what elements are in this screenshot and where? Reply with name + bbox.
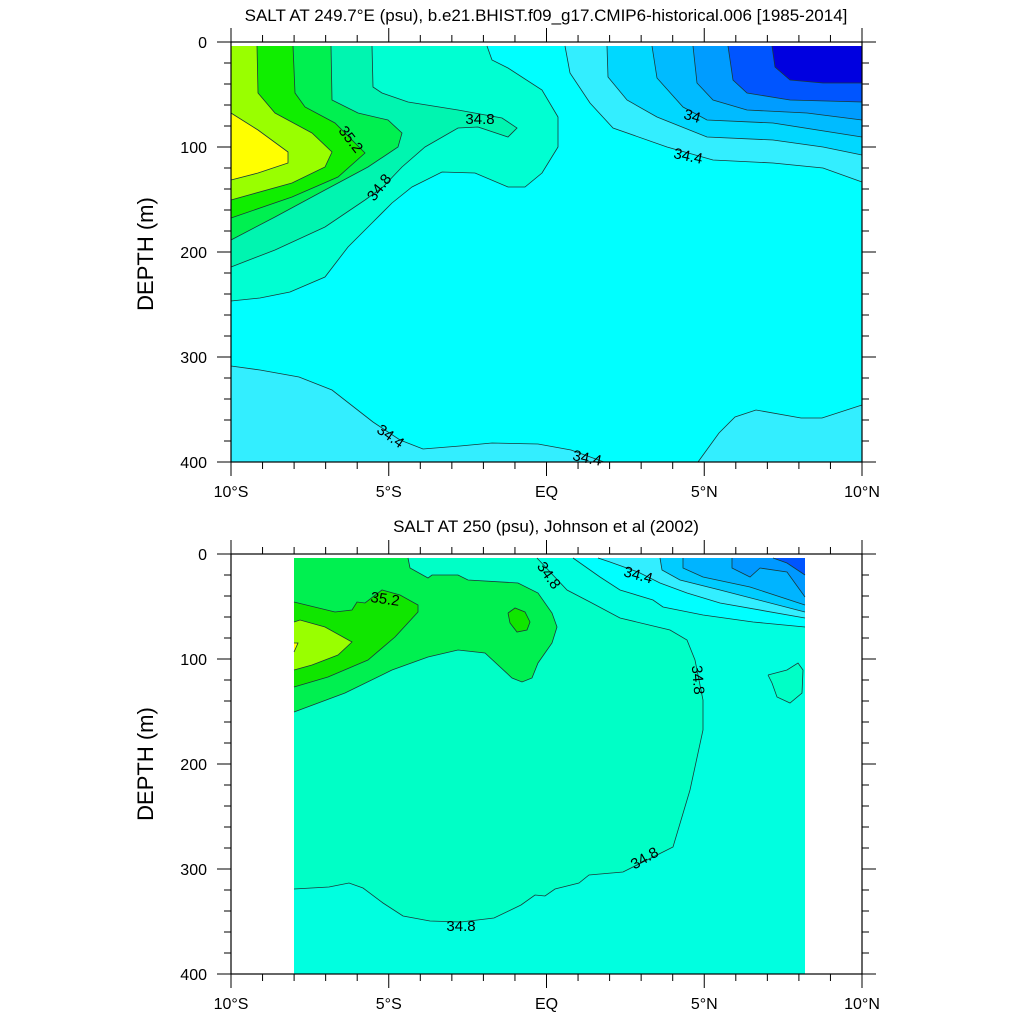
x-tick-label: 10°N (844, 996, 880, 1013)
bottom-panel: 35.234.8 34.434.834.834.810°S 5°S EQ 5°N 10°N… (180, 540, 880, 1013)
contour-line (230, 45, 518, 268)
x-tick-label: EQ (535, 484, 558, 501)
contour-line (293, 642, 299, 653)
contour-line (597, 557, 806, 619)
contour-line (659, 557, 806, 613)
x-tick-label: 10°N (844, 484, 880, 501)
x-tick-label: 5°S (376, 996, 402, 1013)
x-tick-label: 10°S (214, 996, 249, 1013)
contour-line (697, 404, 863, 463)
contour-line (230, 112, 289, 181)
contour-label: 34.8 (688, 665, 707, 696)
contour-fill-band (294, 558, 557, 712)
y-tick-label: 200 (180, 245, 207, 262)
y-tick-label: 0 (198, 547, 207, 564)
contour-fill-band (231, 113, 288, 180)
contour-label: 34 (682, 106, 703, 127)
x-tick-label: 5°N (691, 996, 718, 1013)
contour-fill-band (294, 590, 418, 687)
contour-line (230, 45, 559, 302)
y-tick-label: 100 (180, 140, 207, 157)
contour-line (293, 557, 558, 713)
contour-line (731, 558, 806, 598)
contour-line (682, 558, 806, 606)
y-tick-label: 100 (180, 652, 207, 669)
contour-line (507, 607, 531, 633)
contour-line (230, 45, 333, 201)
bottom-panel-title: SALT AT 250 (psu), Johnson et al (2002) (393, 517, 699, 536)
contour-line (771, 45, 862, 84)
y-tick-label: 300 (180, 862, 207, 879)
x-tick-label: 5°S (376, 484, 402, 501)
contour-fill-band (294, 620, 352, 670)
contour-fill-band (231, 366, 604, 462)
contour-line (772, 557, 806, 576)
contour-label: 34.8 (446, 918, 475, 935)
contour-line (651, 45, 863, 138)
contour-label: 35.2 (369, 589, 400, 610)
top-panel-title: SALT AT 249.7°E (psu), b.e21.BHIST.f09_g… (245, 6, 848, 25)
top-y-axis-label: DEPTH (m) (133, 197, 158, 311)
contour-line (230, 45, 403, 241)
contour-line (293, 589, 419, 688)
y-tick-label: 400 (180, 967, 207, 984)
bottom-y-axis-label: DEPTH (m) (133, 707, 158, 821)
y-tick-label: 0 (198, 35, 207, 52)
contour-label: 34.4 (571, 447, 603, 470)
contour-label: 34.4 (622, 563, 655, 587)
x-tick-label: 10°S (214, 484, 249, 501)
contour-line (230, 365, 605, 463)
contour-label: 34.8 (465, 111, 494, 128)
x-tick-label: 5°N (691, 484, 718, 501)
x-tick-label: EQ (535, 996, 558, 1013)
contour-line (767, 662, 804, 704)
contour-fill-band (773, 558, 805, 575)
contour-line (230, 45, 366, 219)
contour-line (692, 45, 863, 121)
contour-line (293, 557, 704, 923)
y-tick-label: 400 (180, 455, 207, 472)
y-tick-label: 300 (180, 350, 207, 367)
contour-line (564, 45, 863, 183)
contour-line (727, 45, 863, 103)
y-tick-label: 200 (180, 757, 207, 774)
contour-fill-band (772, 46, 862, 83)
contour-label: 34.4 (672, 145, 704, 168)
contour-line (572, 557, 806, 628)
contour-line (606, 45, 863, 156)
contour-fill-band (698, 405, 862, 462)
contour-fill-band (508, 608, 530, 632)
contour-line (293, 619, 353, 671)
contour-fill-band (732, 558, 805, 597)
